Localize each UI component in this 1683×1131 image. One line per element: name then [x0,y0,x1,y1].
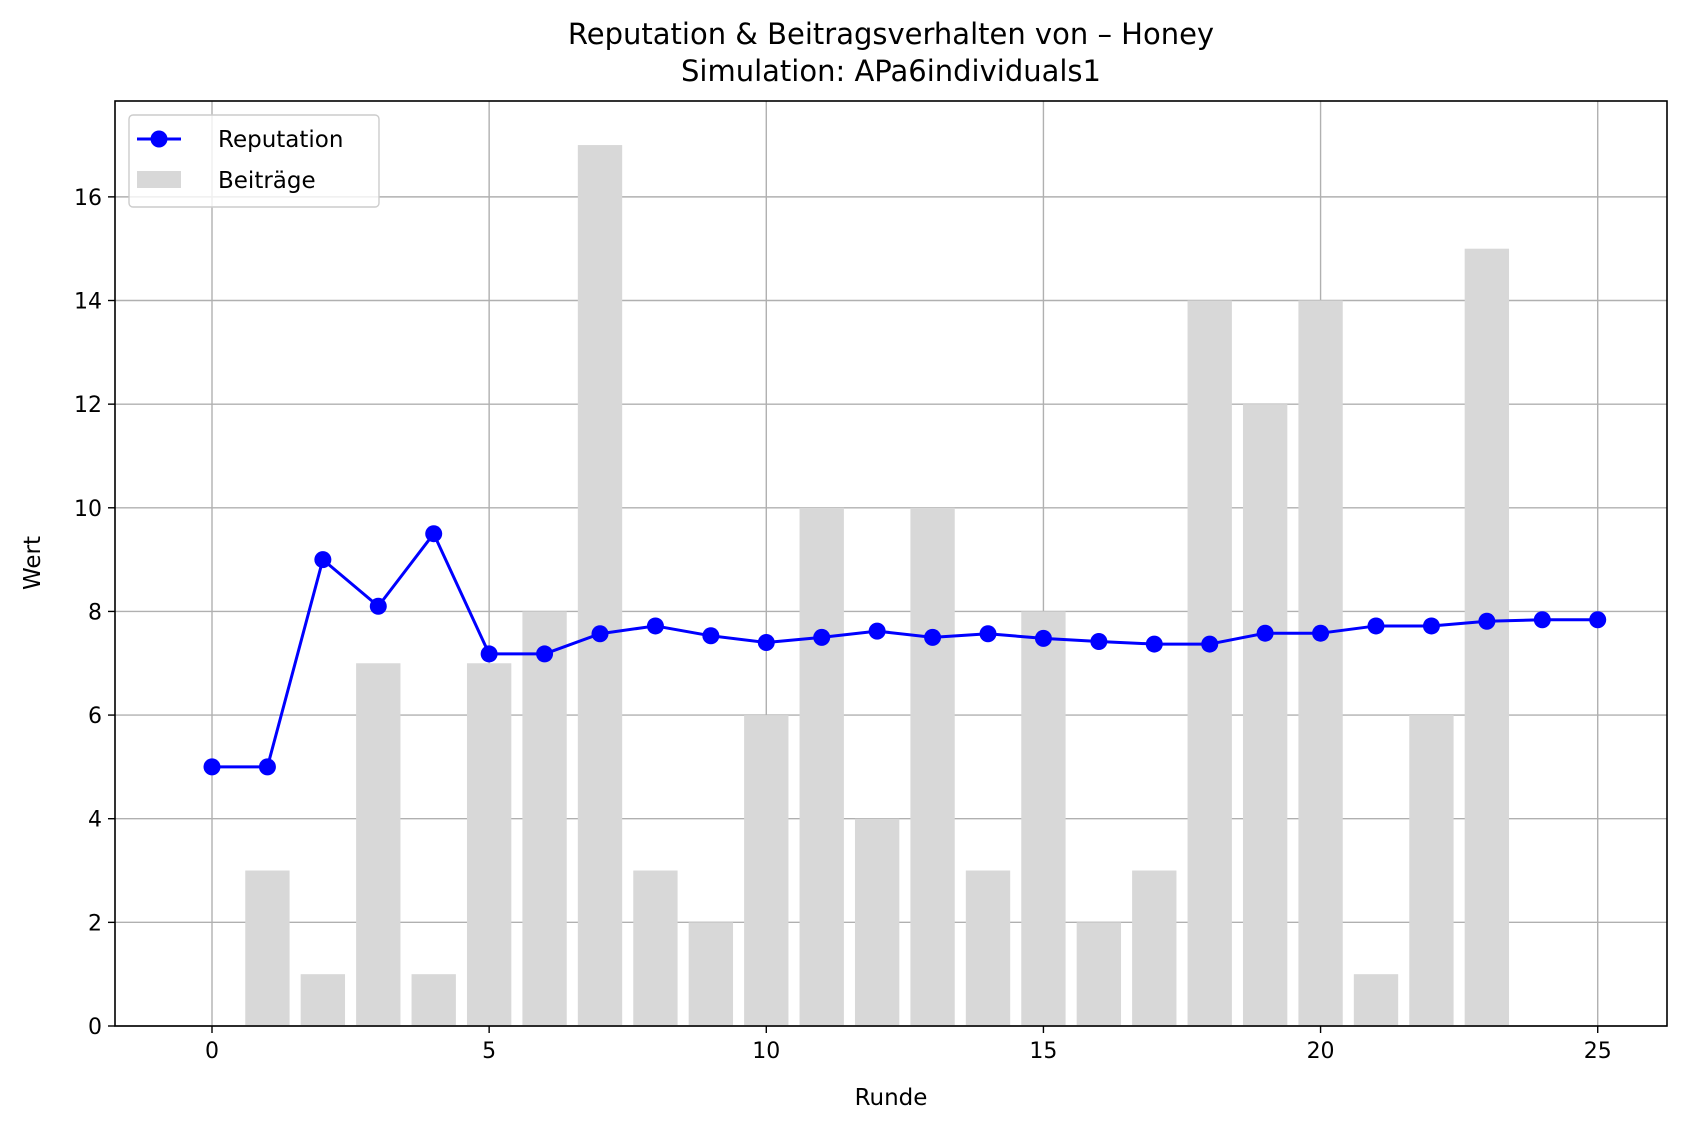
reputation-point [314,551,332,569]
reputation-series [203,525,1607,776]
bar [965,870,1011,1026]
reputation-point [702,627,720,645]
bar [1021,611,1066,1026]
bar [1353,974,1399,1026]
reputation-point [813,628,831,646]
legend: Reputation Beiträge [128,114,380,208]
bar [522,611,567,1026]
bar [1409,715,1454,1026]
bar [799,507,844,1026]
bar [466,663,512,1026]
reputation-point [536,645,554,663]
y-axis-label: Wert [20,536,46,590]
plot-frame [114,100,1668,1027]
reputation-point [591,625,609,643]
reputation-point [1367,617,1385,635]
y-tick-label: 8 [88,600,102,625]
legend-label-beitraege: Beiträge [218,168,316,194]
y-tick-label: 10 [74,497,102,522]
y-tick-label: 2 [88,911,102,936]
bar [1187,300,1232,1027]
legend-dot-marker [150,130,168,148]
bar [1464,248,1510,1026]
reputation-point [1256,624,1274,642]
bar [633,870,678,1026]
reputation-line [212,532,1598,769]
bar [1298,300,1343,1027]
y-tick-label: 16 [74,186,102,211]
legend-bar-swatch [137,171,181,188]
x-tick-label: 10 [752,1039,780,1064]
x-tick-label: 5 [482,1039,496,1064]
bar [744,715,789,1026]
bar [411,974,456,1026]
reputation-point [868,622,886,640]
reputation-point [203,758,221,776]
bar [1076,922,1122,1026]
x-tick-label: 15 [1029,1039,1057,1064]
reputation-point [369,597,387,615]
reputation-point [924,628,942,646]
bar [688,922,734,1026]
y-tick-label: 14 [74,290,102,315]
reputation-point [1090,632,1108,650]
bar [356,663,401,1026]
y-tick-label: 12 [74,393,102,418]
legend-frame [128,114,380,208]
legend-label-reputation: Reputation [218,127,343,153]
reputation-point [1533,611,1551,629]
bar [300,974,346,1026]
y-tick-label: 0 [88,1015,102,1040]
y-tick-label: 4 [88,808,102,833]
reputation-point [1312,624,1330,642]
x-axis-label: Runde [855,1085,928,1111]
reputation-point [1589,611,1607,629]
bar [854,818,900,1026]
bar [577,145,623,1027]
reputation-point [979,625,997,643]
reputation-point [480,645,498,663]
reputation-point [1201,635,1219,653]
y-tick-label: 6 [88,704,102,729]
reputation-point [425,525,443,543]
bar [910,507,955,1026]
reputation-point [1422,617,1440,635]
bar [1132,870,1177,1026]
bar [1242,404,1288,1027]
chart-subtitle: Simulation: APa6individuals1 [681,54,1101,88]
bar [245,870,290,1026]
reputation-point [1145,635,1163,653]
axis-ticks: 0 5 10 15 20 25 0 2 4 6 8 10 12 14 16 [74,186,1612,1064]
x-tick-label: 0 [205,1039,219,1064]
reputation-point [258,758,276,776]
reputation-point [1034,629,1052,647]
x-tick-label: 25 [1584,1039,1612,1064]
contribution-bars [245,145,1510,1027]
x-tick-label: 20 [1307,1039,1335,1064]
reputation-point [1478,612,1496,630]
reputation-point [646,617,664,635]
chart-title: Reputation & Beitragsverhalten von – Hon… [568,17,1214,51]
reputation-point [757,634,775,652]
